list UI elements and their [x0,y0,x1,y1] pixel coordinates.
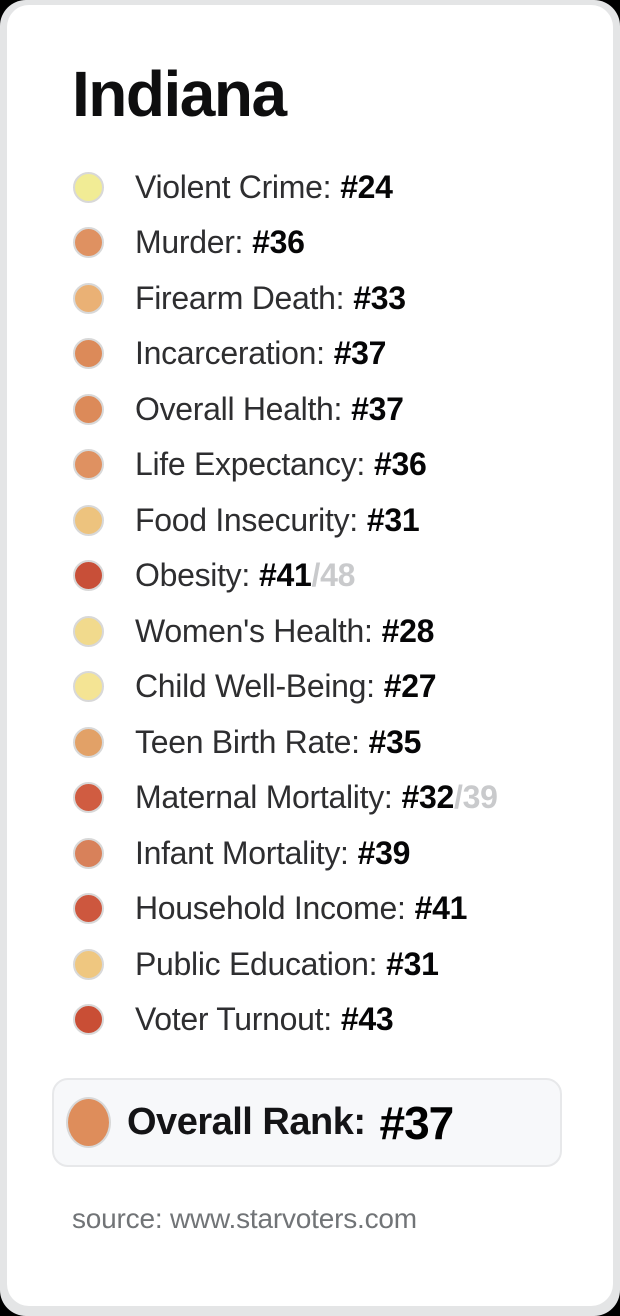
rank-color-dot [73,893,104,925]
rank-label: Child Well-Being: [135,668,375,705]
rank-label: Maternal Mortality: [135,779,393,816]
rank-label: Women's Health: [135,612,373,649]
rank-value: #35 [368,723,422,760]
rank-value: #28 [381,612,435,649]
rank-value: #39 [357,834,411,871]
rank-label: Food Insecurity: [135,501,358,538]
rank-row-overall-health: Overall Health: #37 [72,381,613,437]
rank-row-murder: Murder: #36 [72,215,613,271]
rank-row-text: Voter Turnout: #43 [135,1001,394,1038]
rank-color-dot [73,449,104,481]
rank-row-infant-mortality: Infant Mortality: #39 [72,825,613,881]
rank-value: #32 [401,779,455,816]
rank-row-text: Public Education: #31 [135,946,439,983]
overall-rank-box: Overall Rank: #37 [52,1078,562,1168]
rank-row-violent-crime: Violent Crime: #24 [72,159,613,215]
rank-label: Voter Turnout: [135,1001,332,1038]
rank-row-text: Women's Health: #28 [135,613,434,650]
rank-alt-value: /48 [311,557,356,594]
rank-label: Infant Mortality: [135,834,349,871]
rank-color-dot [73,726,104,758]
rank-label: Public Education: [135,945,378,982]
rank-value: #41 [258,557,312,594]
rank-row-womens-health: Women's Health: #28 [72,603,613,659]
rank-row-text: Murder: #36 [135,224,305,261]
rank-row-life-expectancy: Life Expectancy: #36 [72,437,613,493]
rank-row-text: Maternal Mortality: #32/39 [135,779,498,816]
rank-color-dot [73,615,104,647]
state-title: Indiana [72,58,287,130]
rank-row-text: Incarceration: #37 [135,335,386,372]
rank-label: Overall Health: [135,390,343,427]
rank-row-text: Infant Mortality: #39 [135,835,410,872]
rank-value: #41 [414,890,468,927]
rank-row-public-education: Public Education: #31 [72,936,613,992]
rank-row-obesity: Obesity: #41/48 [72,548,613,604]
rank-label: Firearm Death: [135,279,345,316]
rank-row-text: Life Expectancy: #36 [135,446,427,483]
rank-color-dot [73,948,104,980]
overall-rank-value: #37 [379,1096,455,1149]
rank-color-dot [73,282,104,314]
rank-row-voter-turnout: Voter Turnout: #43 [72,992,613,1048]
rank-row-incarceration: Incarceration: #37 [72,326,613,382]
rank-row-text: Firearm Death: #33 [135,280,406,317]
rank-value: #36 [252,224,305,261]
rank-label: Violent Crime: [135,168,332,205]
rank-label: Obesity: [135,557,250,594]
rank-label: Household Income: [135,890,406,927]
rank-row-text: Teen Birth Rate: #35 [135,724,421,761]
rank-value: #31 [366,501,420,538]
rank-label: Incarceration: [135,335,325,372]
rank-color-dot [73,393,104,425]
rank-list: Violent Crime: #24 Murder: #36 Firearm Dea… [72,159,613,1047]
rank-row-text: Obesity: #41/48 [135,557,355,594]
rank-color-dot [73,837,104,869]
rank-color-dot [73,671,104,703]
rank-value: #43 [340,1001,394,1038]
rank-label: Teen Birth Rate: [135,723,360,760]
rank-value: #37 [333,335,387,372]
rank-value: #31 [386,945,439,982]
rank-value: #37 [351,390,404,427]
rank-row-text: Food Insecurity: #31 [135,501,420,539]
rank-value: #36 [374,446,427,483]
rank-row-text: Overall Health: #37 [135,391,404,428]
state-rank-card: Indiana Violent Crime: #24 Murder: #36 Fir… [7,5,613,1306]
rank-label: Life Expectancy: [135,446,365,483]
rank-color-dot [73,227,104,259]
rank-label: Murder: [135,224,244,261]
rank-alt-value: /39 [454,779,498,816]
rank-row-household-income: Household Income: #41 [72,881,613,937]
rank-color-dot [73,560,104,592]
rank-row-text: Household Income: #41 [135,890,467,927]
rank-row-text: Child Well-Being: #27 [135,668,437,705]
rank-color-dot [73,171,104,203]
overall-color-dot [66,1097,111,1149]
overall-rank-label: Overall Rank: [127,1101,366,1144]
rank-value: #27 [383,668,437,705]
rank-value: #24 [340,168,393,205]
source-text: source: www.starvoters.com [72,1203,417,1235]
rank-value: #33 [353,279,406,316]
rank-color-dot [73,1004,104,1036]
rank-row-firearm-death: Firearm Death: #33 [72,270,613,326]
rank-color-dot [73,338,104,370]
rank-row-maternal-mortality: Maternal Mortality: #32/39 [72,770,613,826]
rank-row-text: Violent Crime: #24 [135,169,393,206]
rank-row-child-well-being: Child Well-Being: #27 [72,659,613,715]
rank-color-dot [73,782,104,814]
rank-row-food-insecurity: Food Insecurity: #31 [72,492,613,548]
rank-row-teen-birth-rate: Teen Birth Rate: #35 [72,714,613,770]
rank-color-dot [73,504,104,536]
